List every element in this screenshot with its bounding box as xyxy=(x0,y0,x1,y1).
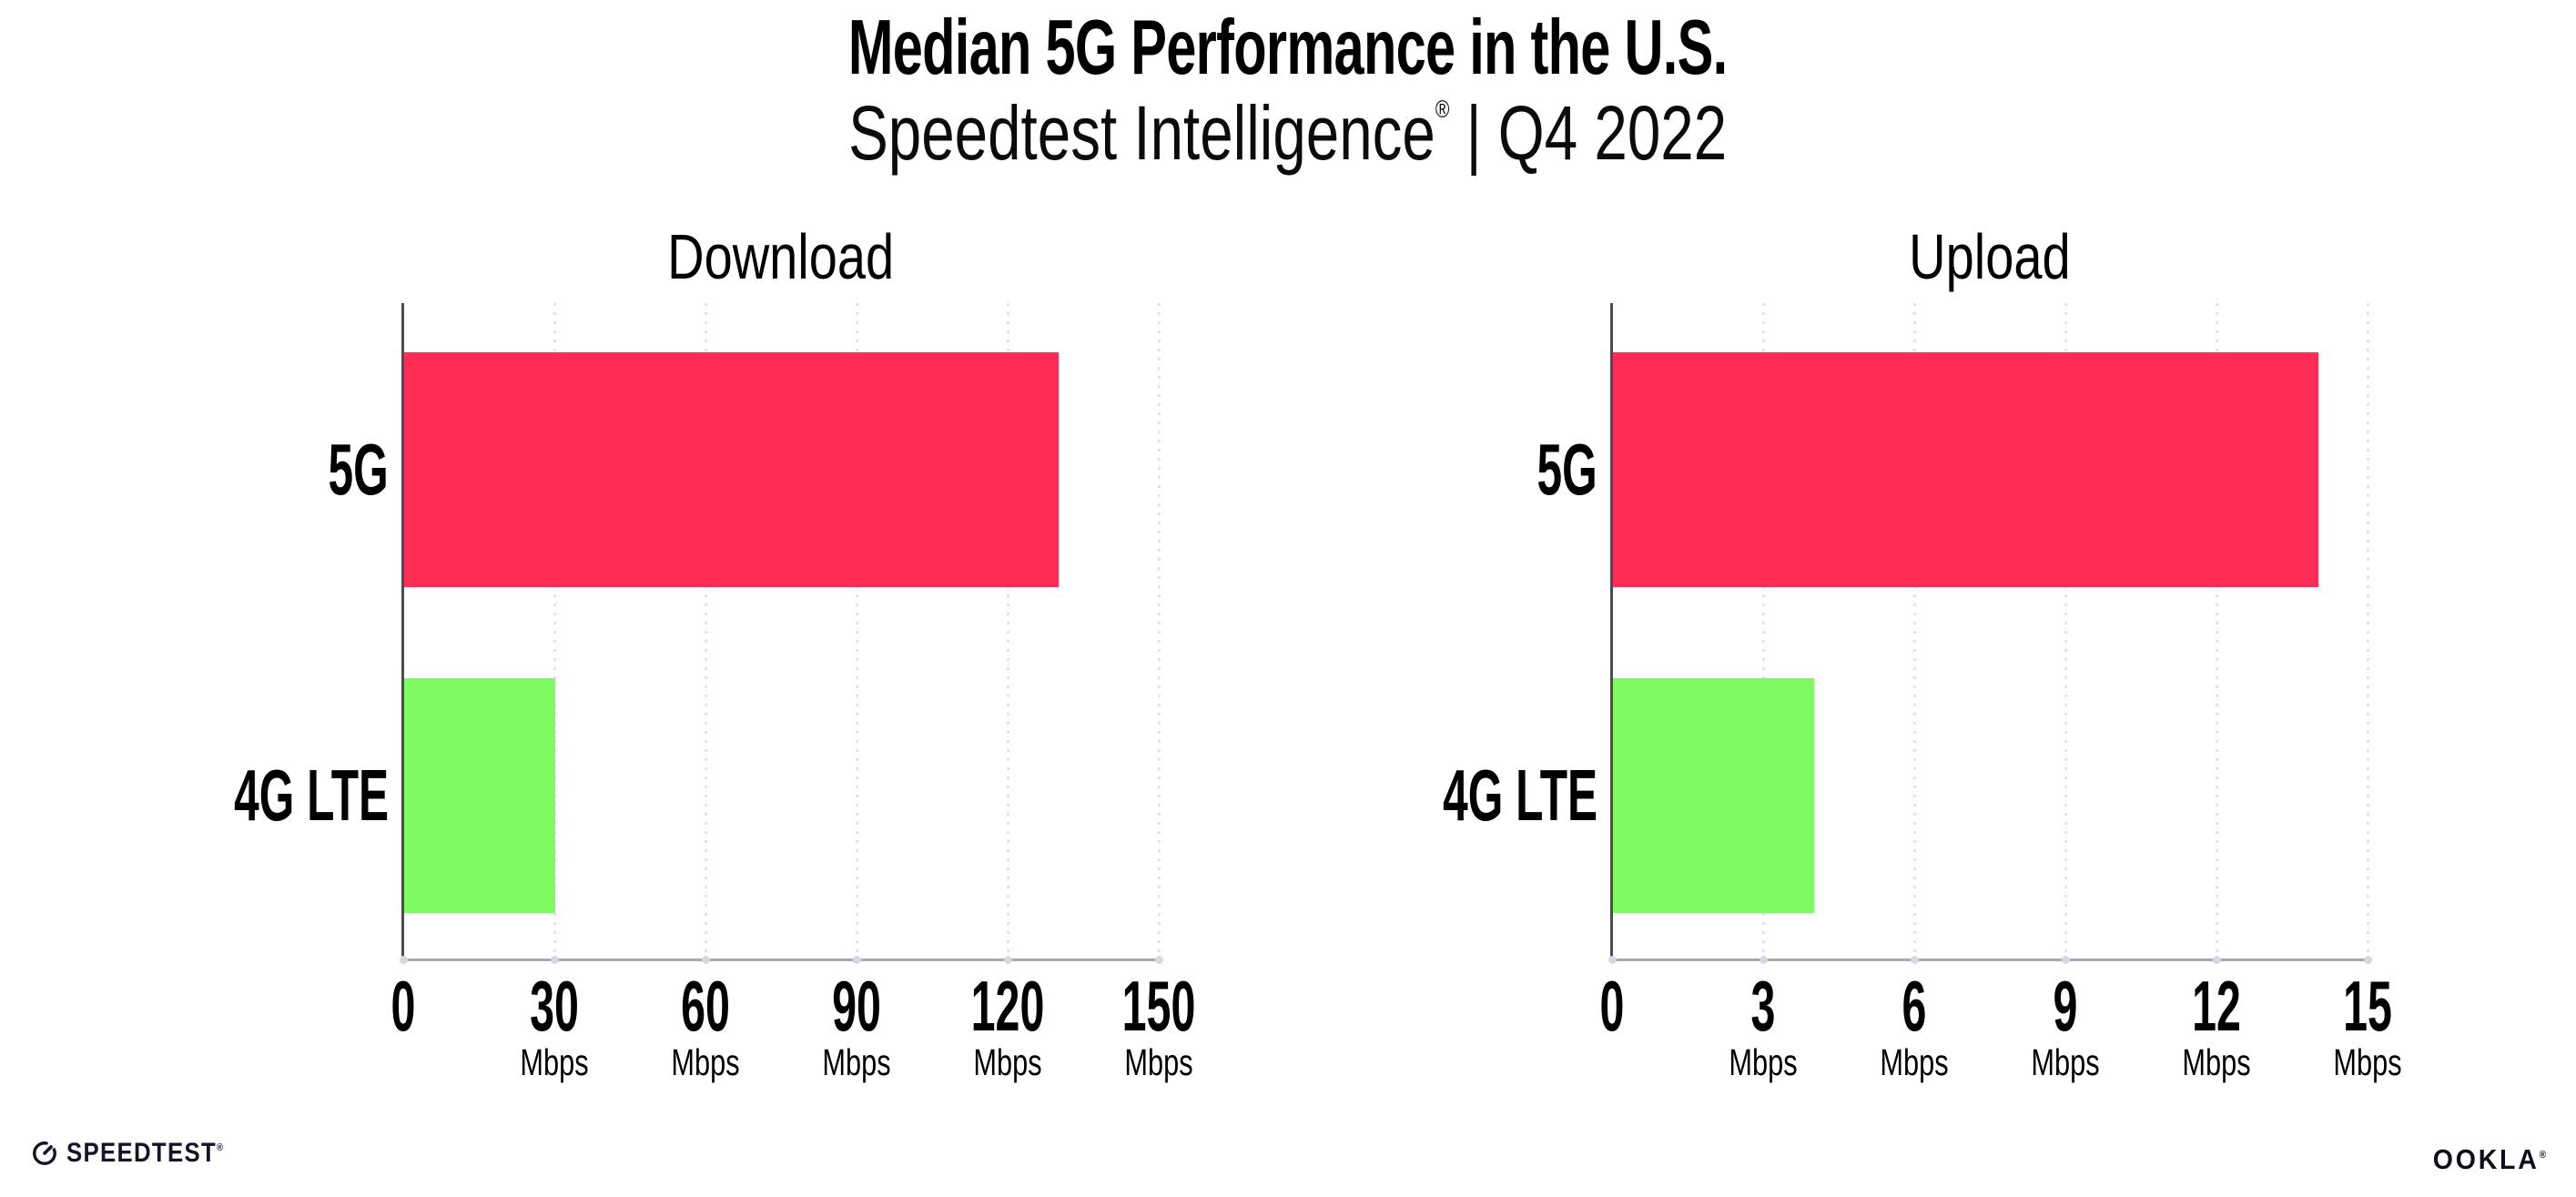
x-tick-unit: Mbps xyxy=(2182,1041,2251,1083)
x-tick-label-120: 120 Mbps xyxy=(926,970,1090,1084)
x-tick-label-15: 15 Mbps xyxy=(2286,970,2449,1084)
axis-tick-dot xyxy=(1154,956,1163,964)
x-tick-label-9: 9 Mbps xyxy=(1983,970,2147,1084)
x-tick-label-150: 150 Mbps xyxy=(1077,970,1241,1084)
x-tick-value: 90 xyxy=(832,966,881,1046)
axis-tick-dot xyxy=(399,956,408,964)
x-tick-unit: Mbps xyxy=(2031,1041,2100,1083)
x-tick-unit: Mbps xyxy=(520,1041,589,1083)
gridline-download-30 xyxy=(553,303,556,959)
speedtest-gauge-icon xyxy=(31,1140,58,1167)
subtitle-period: | Q4 2022 xyxy=(1449,90,1728,176)
x-tick-unit: Mbps xyxy=(1124,1041,1193,1083)
x-axis-upload xyxy=(1610,959,2371,961)
axis-tick-dot xyxy=(2212,956,2221,964)
speedtest-registered-mark: ® xyxy=(217,1142,223,1153)
page-title: Median 5G Performance in the U.S. xyxy=(848,5,1728,91)
bar-5g-upload xyxy=(1613,352,2318,587)
category-label-5g-upload: 5G xyxy=(1536,429,1597,510)
x-tick-label-3: 3 Mbps xyxy=(1681,970,1845,1084)
x-tick-label-12: 12 Mbps xyxy=(2135,970,2298,1084)
speedtest-wordmark: SPEEDTEST® xyxy=(66,1138,223,1168)
x-tick-label-0: 0 xyxy=(321,970,485,1041)
category-label-4g-lte-download: 4G LTE xyxy=(234,755,389,836)
axis-tick-dot xyxy=(701,956,710,964)
ookla-registered-mark: ® xyxy=(2539,1150,2546,1161)
x-tick-value: 12 xyxy=(2192,966,2241,1046)
x-tick-value: 15 xyxy=(2343,966,2392,1046)
bar-4g-lte-download xyxy=(404,678,555,913)
gridline-upload-3 xyxy=(1761,303,1765,959)
x-tick-unit: Mbps xyxy=(1729,1041,1798,1083)
x-tick-unit: Mbps xyxy=(2333,1041,2402,1083)
x-tick-label-6: 6 Mbps xyxy=(1832,970,1996,1084)
gridline-download-120 xyxy=(1006,303,1009,959)
registered-mark: ® xyxy=(1435,96,1450,123)
x-tick-value: 60 xyxy=(681,966,730,1046)
axis-tick-dot xyxy=(1910,956,1919,964)
ookla-logo: OOKLA® xyxy=(2433,1145,2546,1173)
speedtest-logo: SPEEDTEST® xyxy=(31,1140,248,1167)
axis-tick-dot xyxy=(2363,956,2372,964)
chart-title-download: Download xyxy=(667,221,895,292)
gridline-upload-15 xyxy=(2366,303,2369,959)
gridline-upload-12 xyxy=(2215,303,2218,959)
x-tick-label-60: 60 Mbps xyxy=(624,970,787,1084)
gridline-download-150 xyxy=(1157,303,1161,959)
x-axis-download xyxy=(401,959,1162,961)
gridline-upload-6 xyxy=(1912,303,1916,959)
x-tick-label-90: 90 Mbps xyxy=(775,970,938,1084)
x-tick-label-30: 30 Mbps xyxy=(472,970,636,1084)
category-label-4g-lte-upload: 4G LTE xyxy=(1443,755,1597,836)
axis-tick-dot xyxy=(550,956,559,964)
bar-5g-download xyxy=(404,352,1059,587)
bar-4g-lte-upload xyxy=(1613,678,1814,913)
x-tick-unit: Mbps xyxy=(822,1041,891,1083)
x-tick-unit: Mbps xyxy=(671,1041,740,1083)
axis-tick-dot xyxy=(1003,956,1012,964)
x-tick-label-0: 0 xyxy=(1530,970,1694,1041)
chart-title-upload: Upload xyxy=(1909,221,2071,292)
subtitle-brand: Speedtest Intelligence xyxy=(848,90,1436,176)
x-tick-value: 0 xyxy=(390,966,416,1046)
category-label-5g-download: 5G xyxy=(328,429,389,510)
axis-tick-dot xyxy=(852,956,861,964)
x-tick-value: 0 xyxy=(1599,966,1625,1046)
gridline-download-90 xyxy=(855,303,858,959)
x-tick-value: 6 xyxy=(1902,966,1927,1046)
gridline-upload-9 xyxy=(2064,303,2067,959)
x-tick-value: 3 xyxy=(1750,966,1776,1046)
ookla-wordmark: OOKLA xyxy=(2432,1143,2540,1175)
y-axis-download xyxy=(401,303,404,961)
axis-tick-dot xyxy=(1607,956,1617,964)
y-axis-upload xyxy=(1610,303,1613,961)
x-tick-unit: Mbps xyxy=(1880,1041,1949,1083)
axis-tick-dot xyxy=(1759,956,1768,964)
x-tick-unit: Mbps xyxy=(973,1041,1042,1083)
gridline-download-60 xyxy=(704,303,707,959)
x-tick-value: 30 xyxy=(530,966,579,1046)
x-tick-value: 150 xyxy=(1121,966,1196,1046)
axis-tick-dot xyxy=(2061,956,2070,964)
x-tick-value: 9 xyxy=(2053,966,2078,1046)
page-subtitle: Speedtest Intelligence® | Q4 2022 xyxy=(0,95,2576,171)
x-tick-value: 120 xyxy=(970,966,1045,1046)
